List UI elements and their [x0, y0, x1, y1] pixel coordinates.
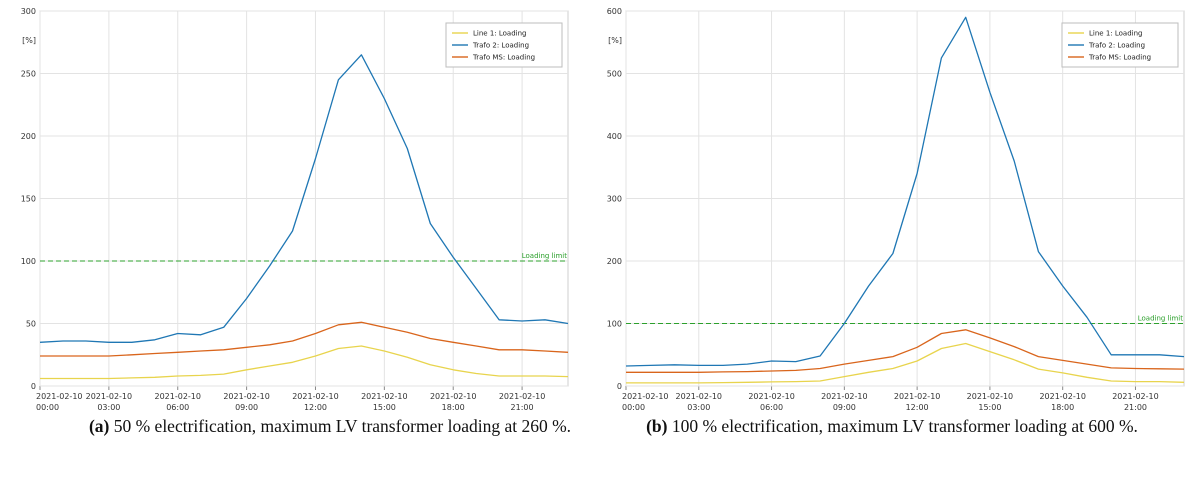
chart-b-loading-limit-label: Loading limit: [1138, 315, 1183, 323]
chart-b-x-tick-label-date: 2021-02-10: [967, 392, 1014, 401]
chart-b-y-tick-label: 300: [607, 195, 622, 204]
chart-b-x-tick-label-time: 18:00: [1051, 403, 1074, 410]
chart-a-x-tick-label-time: 09:00: [235, 403, 258, 410]
chart-a-x-tick-label-date: 2021-02-10: [430, 392, 477, 401]
chart-b-series-line-3: [626, 329, 1185, 373]
chart-a-y-tick-label: 50: [26, 320, 36, 329]
chart-a-series-line-3: [40, 321, 569, 357]
chart-b-y-tick-label: 100: [607, 320, 622, 329]
chart-b-x-tick-label-date: 2021-02-10: [622, 392, 669, 401]
chart-panel-b: 2021-02-10 00:00 2021-02-10 03:00 2021-02-10…: [592, 0, 1185, 423]
chart-b-y-tick-label: 0: [617, 382, 622, 391]
chart-a-x-tick-label-date: 2021-02-10: [499, 392, 546, 401]
caption-b: (b) 100 % electrification, maximum LV tr…: [622, 414, 1162, 439]
chart-b-legend-label: Line 1: Loading: [1089, 30, 1142, 38]
chart-b-y-tick-label: 200: [607, 257, 622, 266]
chart-a-x-tick-label-date: 2021-02-10: [86, 392, 133, 401]
chart-a-svg: 2021-02-10 00:00 2021-02-10 03:00 2021-02-10…: [21, 7, 569, 423]
chart-b-legend-label: Trafo MS: Loading: [1088, 54, 1151, 62]
chart-b-x-tick-label-time: 21:00: [1124, 403, 1147, 410]
chart-b-x-tick-label-time: 06:00: [760, 403, 783, 410]
chart-b-x-tick-label-time: 00:00: [622, 403, 645, 410]
chart-a-x-tick-label-date: 2021-02-10: [223, 392, 270, 401]
chart-a-y-tick-label: 250: [21, 70, 36, 79]
chart-b-x-tick-label-date: 2021-02-10: [821, 392, 868, 401]
chart-b-svg: 2021-02-10 00:00 2021-02-10 03:00 2021-02-10…: [607, 7, 1185, 423]
chart-b-series-line-1: [626, 342, 1185, 384]
caption-b-text: 100 % electrification, maximum LV transf…: [671, 416, 1138, 436]
chart-b-y-tick-label: 600: [607, 7, 622, 16]
chart-b-x-tick-label-time: 03:00: [687, 403, 710, 410]
chart-b-x-tick-label-date: 2021-02-10: [748, 392, 795, 401]
chart-a-x-tick-label-time: 18:00: [442, 403, 465, 410]
chart-a-series-line-2: [39, 54, 569, 343]
chart-b-y-tick-label: 400: [607, 132, 622, 141]
chart-b-y-axis-label: [%]: [608, 36, 622, 45]
chart-a-x-tick-label-time: 03:00: [97, 403, 120, 410]
chart-b-x-tick-label-date: 2021-02-10: [676, 392, 723, 401]
chart-a-x-tick-label-time: 21:00: [511, 403, 534, 410]
chart-b-x-tick-label-date: 2021-02-10: [1039, 392, 1086, 401]
chart-a-y-axis-label: [%]: [22, 36, 36, 45]
caption-b-tag: (b): [646, 416, 668, 436]
chart-b-x-tick-label-time: 15:00: [978, 403, 1001, 410]
chart-a-legend-label: Trafo 2: Loading: [472, 42, 529, 50]
chart-b-x-tick-label-date: 2021-02-10: [894, 392, 941, 401]
caption-a: (a) 50 % electrification, maximum LV tra…: [50, 414, 610, 439]
chart-a-legend-label: Line 1: Loading: [473, 30, 526, 38]
chart-b-x-tick-label-date: 2021-02-10: [1112, 392, 1159, 401]
chart-a-legend-label: Trafo MS: Loading: [472, 54, 535, 62]
chart-b-series-line-2: [625, 16, 1185, 367]
caption-a-text: 50 % electrification, maximum LV transfo…: [113, 416, 572, 436]
chart-a-x-tick-label-time: 00:00: [36, 403, 59, 410]
chart-b-x-tick-label-time: 12:00: [906, 403, 929, 410]
chart-b-x-tick-label-time: 09:00: [833, 403, 856, 410]
chart-a-x-tick-label-time: 12:00: [304, 403, 327, 410]
chart-a-y-tick-label: 0: [31, 382, 36, 391]
chart-panel-a: 2021-02-10 00:00 2021-02-10 03:00 2021-02-10…: [0, 0, 590, 423]
chart-a-series-line-1: [40, 345, 569, 380]
chart-a-x-tick-label-date: 2021-02-10: [361, 392, 408, 401]
chart-a-loading-limit-label: Loading limit: [522, 252, 567, 260]
chart-a-y-tick-label: 300: [21, 7, 36, 16]
chart-b-y-tick-label: 500: [607, 70, 622, 79]
chart-a-y-tick-label: 200: [21, 132, 36, 141]
chart-a-x-tick-label-date: 2021-02-10: [292, 392, 339, 401]
caption-a-tag: (a): [88, 416, 110, 436]
chart-a-x-tick-label-date: 2021-02-10: [36, 392, 83, 401]
chart-a-y-tick-label: 150: [21, 195, 36, 204]
chart-a-x-tick-label-time: 06:00: [166, 403, 189, 410]
chart-b-legend-label: Trafo 2: Loading: [1088, 42, 1145, 50]
chart-a-x-tick-label-time: 15:00: [373, 403, 396, 410]
chart-a-y-tick-label: 100: [21, 257, 36, 266]
chart-a-x-tick-label-date: 2021-02-10: [154, 392, 201, 401]
